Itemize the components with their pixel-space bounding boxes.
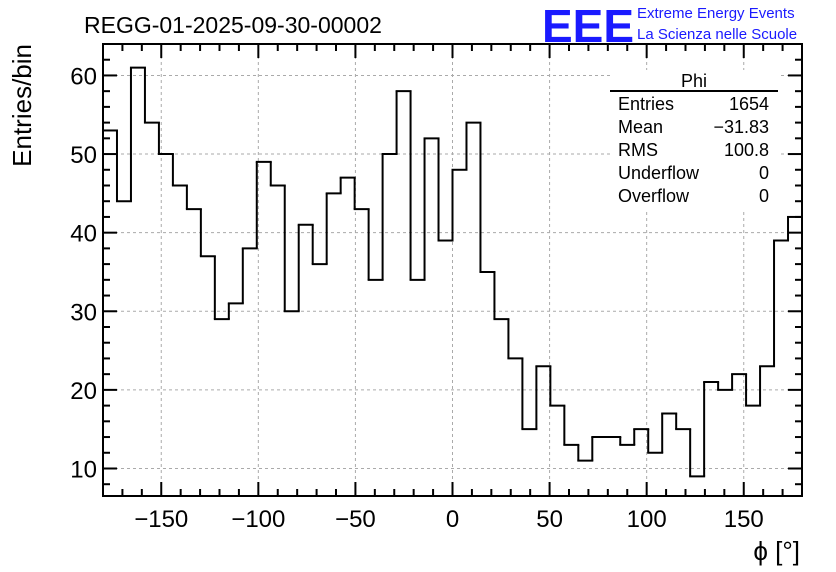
- x-tick-label: −150: [134, 506, 188, 533]
- stats-value-underflow: 0: [759, 163, 769, 183]
- stats-box: Phi Entries 1654 Mean −31.83 RMS 100.8 U…: [610, 70, 778, 210]
- eee-logo: EEE Extreme Energy Events La Scienza nel…: [542, 0, 797, 52]
- stats-box-title: Phi: [681, 71, 707, 91]
- y-tick-label: 50: [70, 142, 97, 169]
- y-tick-label: 20: [70, 378, 97, 405]
- axis-ticks: [103, 43, 802, 496]
- run-title: REGG-01-2025-09-30-00002: [84, 12, 382, 38]
- x-axis-tick-labels: −150 −100 −50 0 50 100 150: [134, 506, 764, 533]
- stats-value-entries: 1654: [729, 94, 769, 114]
- y-axis-label: Entries/bin: [7, 44, 37, 167]
- y-tick-label: 60: [70, 63, 97, 90]
- y-tick-label: 40: [70, 221, 97, 248]
- x-tick-label: 100: [627, 506, 667, 533]
- x-tick-label: 150: [724, 506, 764, 533]
- x-axis-label: ϕ [°]: [753, 536, 800, 566]
- stats-label-underflow: Underflow: [618, 163, 700, 183]
- x-tick-label: −100: [231, 506, 285, 533]
- stats-label-entries: Entries: [618, 94, 674, 114]
- project-name: Extreme Energy Events: [637, 5, 795, 22]
- x-tick-label: −50: [335, 506, 376, 533]
- y-axis-tick-labels: 10 20 30 40 50 60: [70, 63, 97, 483]
- stats-label-overflow: Overflow: [618, 186, 690, 206]
- histogram-series: [102, 66, 803, 478]
- stats-label-rms: RMS: [618, 140, 658, 160]
- stats-label-mean: Mean: [618, 117, 663, 137]
- y-tick-label: 30: [70, 299, 97, 326]
- y-tick-label: 10: [70, 456, 97, 483]
- stats-value-overflow: 0: [759, 186, 769, 206]
- stats-value-mean: −31.83: [713, 117, 769, 137]
- x-tick-label: 50: [536, 506, 563, 533]
- x-tick-label: 0: [446, 506, 459, 533]
- stats-box-background: [610, 70, 778, 210]
- project-subtitle: La Scienza nelle Scuole: [637, 26, 797, 43]
- stats-value-rms: 100.8: [724, 140, 769, 160]
